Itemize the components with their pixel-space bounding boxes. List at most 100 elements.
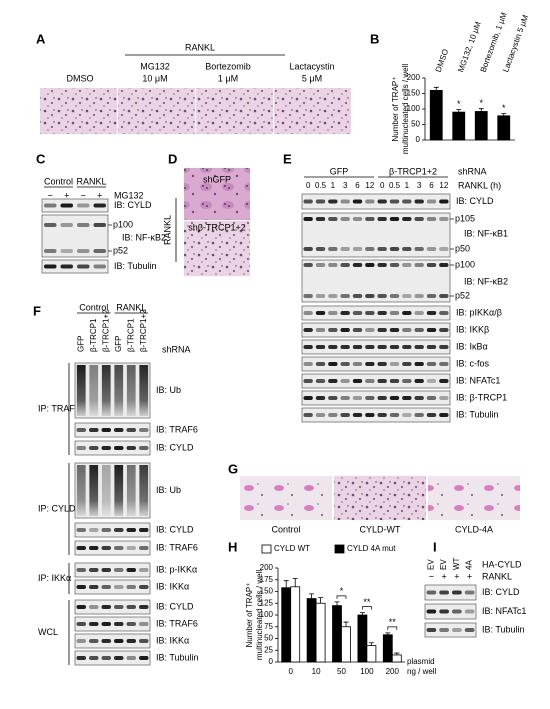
band (426, 311, 437, 315)
band (352, 294, 363, 298)
band (389, 311, 400, 315)
band (303, 199, 313, 204)
blot-frame (301, 305, 451, 321)
band (340, 362, 350, 366)
smear (126, 465, 136, 516)
sign: + (467, 571, 472, 581)
smear (76, 365, 86, 416)
group-title: shRNA (162, 344, 191, 354)
band (126, 639, 136, 643)
y-tick-label: 100 (407, 104, 421, 113)
band (414, 362, 424, 366)
band (426, 628, 437, 632)
smear (101, 365, 111, 416)
band (389, 413, 400, 417)
band (340, 345, 350, 349)
band (377, 311, 387, 315)
treatment-label: MG132 (114, 190, 144, 200)
band (377, 199, 387, 204)
blot-label: IB: CYLD (156, 524, 194, 534)
error-bar (318, 597, 324, 604)
lane-label: 4A (465, 560, 474, 570)
band (402, 396, 412, 400)
band (377, 379, 387, 383)
band (89, 446, 99, 450)
bar (357, 614, 368, 663)
band (43, 249, 57, 253)
band (126, 622, 136, 626)
band (402, 294, 412, 298)
blot-frame (74, 540, 151, 556)
blot-label: IB: Tubulin (482, 624, 525, 634)
blot-frame (74, 599, 151, 615)
band (426, 396, 437, 400)
band (352, 247, 363, 251)
band (328, 294, 338, 298)
error-bar (433, 86, 439, 91)
category-label: MG132, 10 μM (456, 20, 483, 73)
panel-label: D (168, 151, 177, 166)
band (93, 223, 107, 227)
band (439, 362, 449, 366)
band (328, 362, 338, 366)
band (76, 605, 86, 609)
band (340, 294, 350, 298)
smear (139, 365, 149, 416)
band (439, 263, 449, 267)
band (101, 656, 111, 660)
column-label: Lactacystin (289, 61, 334, 71)
band (101, 639, 111, 643)
blot-label: IB: IKKα (156, 581, 189, 591)
band (389, 345, 400, 349)
band (101, 585, 111, 589)
section-label: IP: TRAF6 (38, 403, 80, 413)
band (340, 379, 350, 383)
bar (332, 605, 342, 663)
band (365, 247, 375, 251)
band (402, 413, 412, 417)
time-label: 3 (343, 181, 348, 190)
lane-label: β-TRCP1 (89, 318, 98, 352)
sign: − (81, 190, 86, 200)
treatment-label: RANKL (482, 571, 512, 581)
lane-label: WT (452, 557, 461, 570)
band (303, 328, 313, 332)
band (114, 622, 124, 626)
band (414, 217, 424, 221)
band (352, 396, 363, 400)
band (315, 396, 326, 400)
band (426, 247, 437, 251)
band (464, 609, 475, 614)
band (352, 345, 363, 349)
band (414, 199, 424, 204)
band (315, 247, 326, 251)
band (414, 379, 424, 383)
sign: + (454, 571, 459, 581)
band (426, 413, 437, 417)
lane-label: β-TRCP1 (126, 318, 135, 352)
smear (114, 365, 124, 416)
band (101, 546, 111, 550)
band (139, 446, 149, 450)
band (328, 199, 338, 204)
band (402, 345, 412, 349)
band (76, 546, 86, 550)
error-bar (478, 108, 484, 112)
blot-frame (301, 212, 451, 258)
blot-frame (301, 322, 451, 338)
micrograph (118, 88, 195, 134)
time-label: 12 (365, 181, 374, 190)
panel-label: H (228, 539, 237, 554)
y-axis-label: Number of TRAP⁺ (245, 583, 254, 648)
band (328, 396, 338, 400)
band (303, 345, 313, 349)
legend-swatch (334, 544, 345, 554)
construct-label: HA-CYLD (482, 559, 522, 569)
band (315, 345, 326, 349)
legend-label: CYLD WT (274, 544, 310, 553)
treatment-label: RANKL (185, 42, 215, 52)
band (60, 264, 74, 269)
time-label: 6 (355, 181, 360, 190)
band (114, 546, 124, 550)
